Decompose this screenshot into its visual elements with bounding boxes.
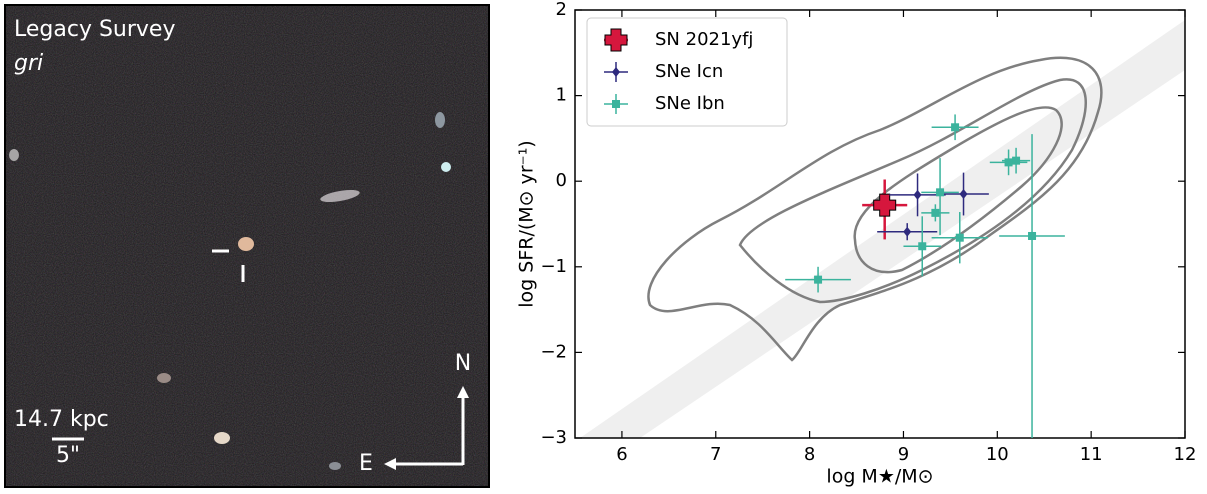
axes-frame xyxy=(574,9,1186,439)
y-tick-label: 2 xyxy=(556,0,567,20)
contour-middle xyxy=(738,78,1087,304)
point xyxy=(951,123,960,132)
legend-label: SN 2021yfj xyxy=(655,29,753,50)
main-sequence-band xyxy=(580,20,1185,438)
y-tick-label: 1 xyxy=(556,85,567,106)
point xyxy=(931,208,940,217)
point xyxy=(814,275,823,284)
y-tick-label: −1 xyxy=(540,256,567,277)
legend-marker xyxy=(612,67,620,77)
host-galaxy xyxy=(238,237,254,251)
y-tick-label: −2 xyxy=(540,341,567,362)
contour-inner xyxy=(853,106,1063,274)
contours xyxy=(647,56,1103,362)
x-tick-label: 12 xyxy=(1174,444,1197,465)
contour-outer xyxy=(647,56,1103,362)
survey-label: Legacy Survey xyxy=(14,17,176,42)
legend-marker xyxy=(604,28,628,52)
point xyxy=(903,226,912,237)
y-tick-label: 0 xyxy=(556,170,567,191)
legend-marker xyxy=(612,100,620,108)
north-label: N xyxy=(455,351,471,376)
plot-area xyxy=(580,20,1185,438)
galaxy xyxy=(435,112,445,128)
y-axis-label: log SFR/(M⊙ yr⁻¹) xyxy=(516,140,538,307)
north-arrow-head xyxy=(457,386,469,398)
x-tick-label: 11 xyxy=(1080,444,1103,465)
galaxy xyxy=(320,189,360,203)
point xyxy=(1012,156,1021,165)
point xyxy=(918,242,927,251)
sky-image: Legacy Survey gri 14.7 kpc 5" N E xyxy=(4,4,490,488)
y-tick-label: −3 xyxy=(540,427,567,448)
east-label: E xyxy=(359,451,373,476)
x-tick-label: 8 xyxy=(804,444,815,465)
galaxy xyxy=(9,149,19,161)
point xyxy=(913,189,922,200)
filter-label: gri xyxy=(14,51,43,76)
point xyxy=(936,188,945,197)
point xyxy=(1004,158,1013,167)
point xyxy=(959,189,968,200)
angular-scale-label: 5" xyxy=(56,443,80,468)
x-tick-label: 7 xyxy=(710,444,721,465)
star xyxy=(441,162,451,172)
point xyxy=(873,193,897,217)
east-arrow-head xyxy=(384,458,396,470)
galaxy xyxy=(214,432,230,444)
legend-label: SNe Icn xyxy=(655,61,723,82)
point xyxy=(1028,231,1037,240)
scale-label: 14.7 kpc xyxy=(14,407,109,432)
legend-label: SNe Ibn xyxy=(655,93,725,114)
x-tick-label: 6 xyxy=(616,444,627,465)
x-axis-label: log M★/M⊙ xyxy=(826,466,933,488)
galaxy xyxy=(329,462,341,470)
galaxy xyxy=(157,373,171,383)
x-tick-label: 9 xyxy=(898,444,909,465)
x-tick-label: 10 xyxy=(986,444,1009,465)
legend-box xyxy=(586,17,788,127)
point xyxy=(955,233,964,242)
